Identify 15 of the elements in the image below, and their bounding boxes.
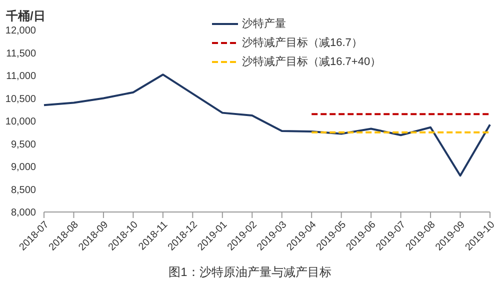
y-axis-title: 千桶/日	[6, 8, 46, 25]
y-tick-label: 9,500	[10, 139, 36, 150]
legend-label: 沙特减产目标（减16.7+40）	[242, 54, 382, 69]
y-tick-label: 8,000	[10, 208, 36, 219]
line-series	[43, 74, 491, 177]
caption: 图1：沙特原油产量与减产目标	[168, 264, 332, 281]
y-tick-label: 11,000	[6, 71, 36, 82]
legend-label: 沙特产量	[242, 16, 286, 31]
y-tick-label: 10,500	[5, 94, 36, 105]
y-tick-label: 10,000	[5, 116, 36, 128]
y-tick-label: 11,500	[6, 48, 36, 60]
y-tick-label: 9,000	[10, 162, 36, 174]
y-tick-label: 8,500	[10, 184, 36, 196]
legend-label: 沙特减产目标（减16.7）	[242, 36, 362, 50]
y-tick-label: 12,000	[5, 26, 36, 37]
